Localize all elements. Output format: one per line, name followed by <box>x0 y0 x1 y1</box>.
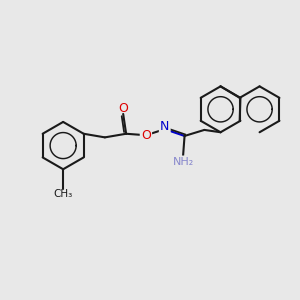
Text: N: N <box>160 120 170 133</box>
Text: O: O <box>141 129 151 142</box>
Text: CH₃: CH₃ <box>53 189 73 199</box>
Text: O: O <box>118 102 128 115</box>
Text: NH₂: NH₂ <box>172 157 194 166</box>
